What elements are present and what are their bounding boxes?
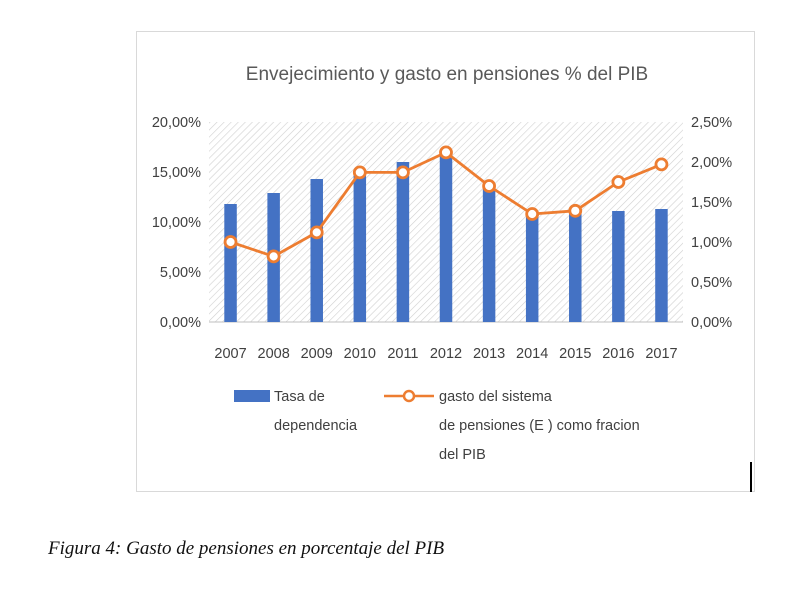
y-right-tick-label: 0,50% bbox=[691, 275, 732, 291]
line-point bbox=[439, 145, 453, 160]
legend-line-marker bbox=[402, 389, 416, 403]
line-point bbox=[654, 157, 669, 172]
bar bbox=[310, 179, 323, 322]
legend-bar-swatch bbox=[234, 390, 270, 402]
y-left-tick-label: 10,00% bbox=[152, 215, 201, 231]
bar bbox=[353, 172, 367, 322]
bar bbox=[612, 211, 625, 322]
x-tick-label: 2007 bbox=[214, 346, 246, 362]
x-tick-label: 2016 bbox=[602, 346, 634, 362]
text-cursor bbox=[750, 462, 752, 492]
y-right-tick-label: 1,00% bbox=[691, 235, 732, 251]
bar bbox=[525, 214, 539, 322]
x-tick-label: 2012 bbox=[430, 346, 462, 362]
figure-caption: Figura 4: Gasto de pensiones en porcenta… bbox=[48, 538, 445, 559]
y-right-axis: 0,00% 0,50% 1,00% 1,50% 2,00% 2,50% bbox=[691, 115, 732, 331]
combo-chart: Envejecimiento y gasto en pensiones % de… bbox=[152, 64, 732, 463]
y-right-tick-label: 2,50% bbox=[691, 115, 732, 131]
line-series bbox=[223, 145, 669, 264]
line-point bbox=[568, 203, 583, 218]
x-tick-label: 2009 bbox=[301, 346, 333, 362]
line-point bbox=[482, 179, 496, 193]
x-tick-label: 2014 bbox=[516, 346, 548, 362]
line-point bbox=[396, 165, 410, 180]
x-tick-label: 2010 bbox=[344, 346, 376, 362]
x-tick-label: 2015 bbox=[559, 346, 591, 362]
legend-line-label-line1: gasto del sistema bbox=[439, 389, 553, 405]
y-left-tick-label: 5,00% bbox=[160, 265, 201, 281]
chart-container: Envejecimiento y gasto en pensiones % de… bbox=[136, 31, 755, 492]
y-left-tick-label: 20,00% bbox=[152, 115, 201, 131]
bar bbox=[482, 185, 496, 322]
bar bbox=[655, 209, 668, 322]
y-right-tick-label: 0,00% bbox=[691, 315, 732, 331]
line-point bbox=[309, 225, 324, 240]
y-left-tick-label: 0,00% bbox=[160, 315, 201, 331]
x-tick-label: 2011 bbox=[387, 346, 418, 362]
line-point bbox=[352, 165, 367, 180]
legend-line-label-line3: del PIB bbox=[439, 447, 486, 463]
bar bbox=[439, 154, 453, 322]
line-point bbox=[223, 235, 238, 249]
bar bbox=[396, 162, 410, 322]
line-point bbox=[266, 249, 281, 264]
bar bbox=[224, 204, 237, 322]
bar bbox=[569, 212, 582, 322]
chart-title: Envejecimiento y gasto en pensiones % de… bbox=[246, 64, 648, 85]
line-point bbox=[611, 175, 626, 189]
y-right-tick-label: 2,00% bbox=[691, 155, 732, 171]
line-point bbox=[525, 207, 540, 221]
y-left-tick-label: 15,00% bbox=[152, 165, 201, 181]
y-right-tick-label: 1,50% bbox=[691, 195, 732, 211]
x-tick-label: 2008 bbox=[258, 346, 290, 362]
legend: Tasa de dependencia gasto del sistema de… bbox=[234, 389, 640, 463]
legend-line-label-line2: de pensiones (E ) como fracion bbox=[439, 418, 640, 434]
legend-bar-label-line2: dependencia bbox=[274, 418, 358, 434]
bar-series bbox=[224, 154, 668, 322]
x-tick-label: 2017 bbox=[645, 346, 677, 362]
legend-bar-label-line1: Tasa de bbox=[274, 389, 325, 405]
x-axis: 2007 2008 2009 2010 2011 2012 2013 2014 2015 2016… bbox=[214, 346, 677, 362]
y-left-axis: 0,00% 5,00% 10,00% 15,00% 20,00% bbox=[152, 115, 201, 331]
x-tick-label: 2013 bbox=[473, 346, 505, 362]
